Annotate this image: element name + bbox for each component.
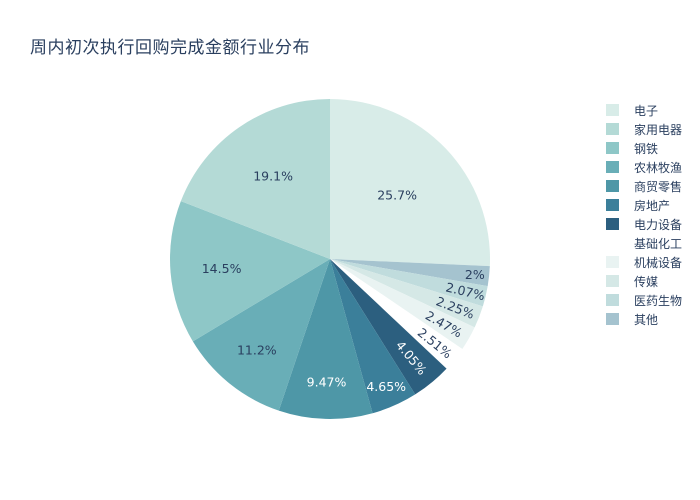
legend-item-11[interactable]: 其他 xyxy=(606,312,682,327)
slice-label-1: 19.1% xyxy=(253,168,293,183)
pie-slice-0[interactable] xyxy=(330,99,490,267)
legend-label: 家用电器 xyxy=(634,122,683,137)
legend-label: 电子 xyxy=(634,103,659,118)
legend-swatch-icon xyxy=(606,123,619,135)
pie-slice-1[interactable] xyxy=(180,99,330,259)
legend-label: 机械设备 xyxy=(634,255,683,270)
legend-item-8[interactable]: 机械设备 xyxy=(606,255,683,270)
legend-label: 医药生物 xyxy=(634,293,683,308)
pie-slice-7[interactable] xyxy=(330,259,463,369)
slice-label-4: 9.47% xyxy=(307,375,347,390)
legend-swatch-icon xyxy=(606,142,619,154)
legend-item-0[interactable]: 电子 xyxy=(606,103,682,118)
slice-label-0: 25.7% xyxy=(377,187,417,202)
slice-label-11: 2% xyxy=(465,267,485,282)
legend: 电子家用电器钢铁农林牧渔商贸零售房地产电力设备基础化工机械设备传媒医药生物其他 xyxy=(606,104,682,332)
legend-item-6[interactable]: 电力设备 xyxy=(606,217,683,232)
pie-slice-9[interactable] xyxy=(330,259,483,328)
legend-item-1[interactable]: 家用电器 xyxy=(606,122,683,137)
pie-slice-8[interactable] xyxy=(330,259,475,349)
legend-swatch-icon xyxy=(606,180,619,192)
pie-slice-5[interactable] xyxy=(330,259,416,414)
legend-item-5[interactable]: 房地产 xyxy=(606,198,682,213)
legend-swatch-icon xyxy=(606,218,619,230)
pie-slice-3[interactable] xyxy=(192,259,330,411)
legend-swatch-icon xyxy=(606,313,619,325)
legend-swatch-icon xyxy=(606,294,619,306)
legend-item-2[interactable]: 钢铁 xyxy=(606,141,682,156)
legend-label: 农林牧渔 xyxy=(634,160,683,175)
legend-item-4[interactable]: 商贸零售 xyxy=(606,179,683,194)
legend-item-9[interactable]: 传媒 xyxy=(606,274,682,289)
legend-label: 商贸零售 xyxy=(634,179,683,194)
pie-slice-4[interactable] xyxy=(278,259,373,419)
pie-slice-11[interactable] xyxy=(330,259,490,287)
legend-swatch-icon xyxy=(606,161,619,173)
pie-slice-2[interactable] xyxy=(170,201,330,342)
slice-label-5: 4.65% xyxy=(366,379,406,394)
legend-item-7[interactable]: 基础化工 xyxy=(606,236,683,251)
legend-item-10[interactable]: 医药生物 xyxy=(606,293,683,308)
chart-title: 周内初次执行回购完成金额行业分布 xyxy=(30,38,310,58)
legend-label: 房地产 xyxy=(634,198,671,213)
legend-swatch-icon xyxy=(606,237,619,249)
legend-label: 电力设备 xyxy=(634,217,683,232)
legend-label: 传媒 xyxy=(634,274,659,289)
slice-label-3: 11.2% xyxy=(237,343,277,358)
legend-swatch-icon xyxy=(606,104,619,116)
legend-swatch-icon xyxy=(606,199,619,211)
legend-label: 钢铁 xyxy=(634,141,659,156)
legend-item-3[interactable]: 农林牧渔 xyxy=(606,160,683,175)
pie-slice-6[interactable] xyxy=(330,259,447,395)
legend-label: 基础化工 xyxy=(634,236,683,251)
legend-swatch-icon xyxy=(606,275,619,287)
slice-label-2: 14.5% xyxy=(202,261,242,276)
legend-label: 其他 xyxy=(634,312,659,327)
pie-slice-10[interactable] xyxy=(330,259,488,307)
legend-swatch-icon xyxy=(606,256,619,268)
